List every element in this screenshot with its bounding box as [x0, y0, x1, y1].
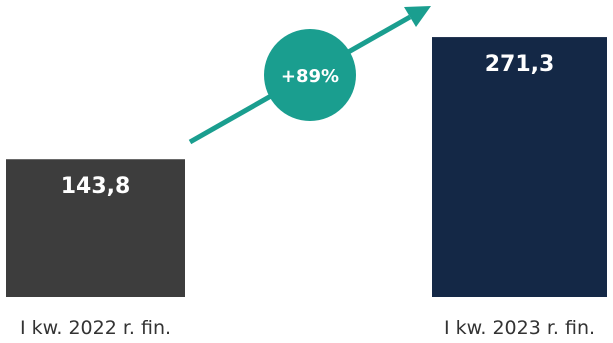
growth-badge-label: +89%	[281, 66, 339, 87]
growth-arrow-head	[404, 6, 431, 27]
bar-2023	[432, 37, 607, 298]
growth-badge	[264, 29, 356, 121]
bar-value-label-2023: 271,3	[485, 52, 555, 77]
category-label-2022: I kw. 2022 r. fin.	[20, 317, 171, 339]
bar-value-label-2022: 143,8	[61, 174, 131, 199]
bar-2022	[6, 159, 185, 297]
category-label-2023: I kw. 2023 r. fin.	[444, 317, 595, 339]
